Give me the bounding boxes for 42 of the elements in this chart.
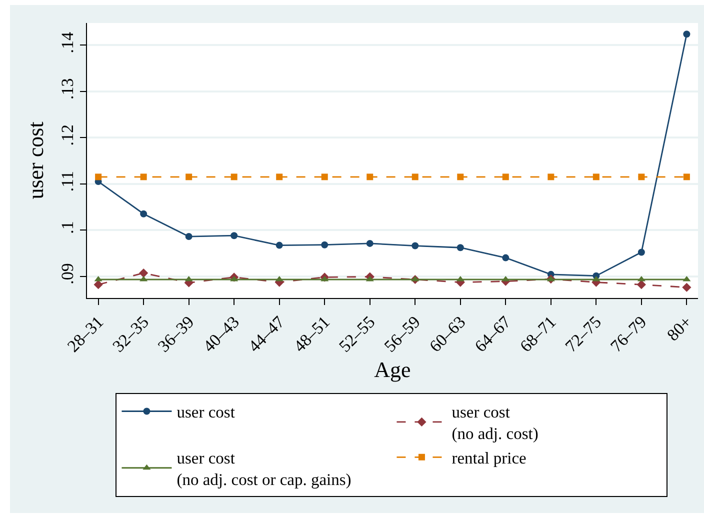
point — [276, 174, 283, 180]
y-tick-label: .13 — [58, 78, 78, 100]
legend-label: user cost — [176, 402, 236, 422]
point — [276, 242, 283, 249]
y-tick-label: .12 — [58, 124, 78, 146]
point — [636, 280, 646, 290]
point — [682, 282, 692, 292]
y-tick-label: .09 — [58, 263, 78, 284]
x-tick-label: 80+ — [663, 312, 696, 345]
point — [457, 174, 464, 180]
point — [366, 240, 374, 247]
point — [548, 174, 554, 180]
x-axis-title: Age — [374, 356, 411, 382]
point — [140, 174, 147, 180]
point — [139, 268, 148, 278]
point — [412, 242, 419, 250]
y-tick-label: .11 — [58, 170, 78, 192]
point — [638, 174, 645, 180]
point — [186, 174, 192, 180]
point — [412, 174, 418, 180]
y-axis-title: user cost — [22, 122, 48, 200]
point — [230, 174, 238, 180]
point — [683, 174, 690, 180]
point — [366, 174, 374, 180]
point — [321, 174, 328, 180]
point — [502, 174, 509, 180]
point — [321, 241, 328, 248]
point — [502, 254, 510, 262]
point — [592, 174, 600, 180]
legend-label: rental price — [452, 448, 526, 468]
point — [95, 174, 102, 180]
point — [140, 210, 148, 218]
point — [638, 248, 645, 256]
point — [94, 280, 103, 290]
point — [230, 232, 238, 240]
legend-label: user cost (no adj. cost or cap. gains) — [176, 448, 352, 490]
point — [683, 30, 690, 38]
point — [185, 233, 192, 240]
point — [456, 244, 464, 252]
y-tick-label: .1 — [58, 221, 78, 234]
legend-label: user cost (no adj. cost) — [452, 402, 538, 444]
y-tick-label: .14 — [58, 32, 78, 54]
